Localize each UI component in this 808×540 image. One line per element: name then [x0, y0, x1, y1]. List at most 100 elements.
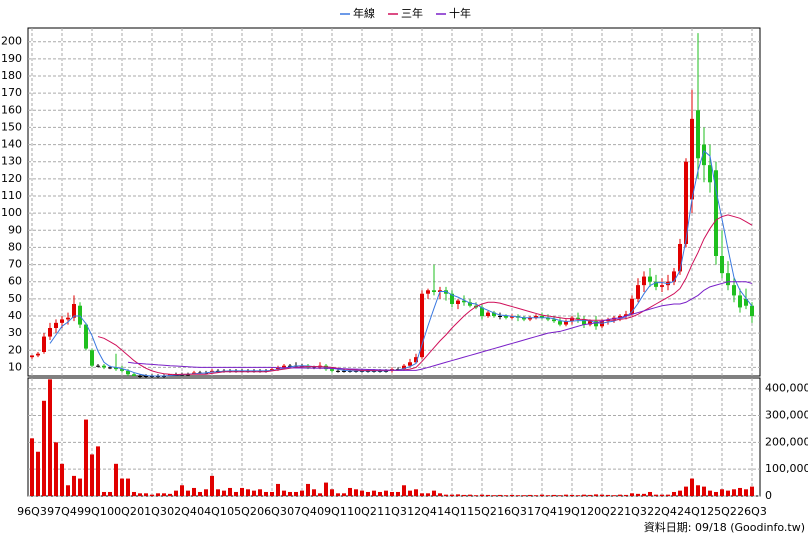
volume-bar: [210, 475, 214, 496]
volume-bar: [546, 495, 550, 496]
volume-bar: [420, 493, 424, 496]
volume-bar: [408, 490, 412, 496]
y-tick-label: 180: [1, 69, 22, 82]
y-tick-label: 50: [8, 292, 22, 305]
candle-body: [654, 281, 658, 287]
candle-body: [594, 321, 598, 327]
volume-bar: [252, 490, 256, 496]
y-tick-label: 200: [1, 35, 22, 48]
candle-body: [690, 118, 694, 200]
volume-tick-label: 200,000: [765, 435, 808, 448]
volume-bar: [456, 494, 460, 496]
y-tick-label: 40: [8, 309, 22, 322]
candle-body: [732, 285, 736, 296]
candle-body: [558, 321, 562, 325]
volume-bar: [396, 491, 400, 496]
volume-bar: [390, 491, 394, 496]
candle-body: [630, 298, 634, 315]
volume-panel: [27, 377, 761, 497]
volume-bar: [474, 495, 478, 496]
candle-body: [36, 353, 40, 356]
volume-tick-label: 0: [765, 489, 772, 502]
volume-bar: [102, 491, 106, 496]
volume-bar: [114, 463, 118, 496]
candle-body: [30, 355, 34, 358]
volume-bar: [240, 487, 244, 496]
volume-bar: [708, 490, 712, 496]
candle-body: [60, 319, 64, 323]
candle-body: [552, 319, 556, 322]
x-tick-label: 07Q4: [287, 505, 317, 518]
volume-tick-label: 100,000: [765, 462, 808, 475]
candle-body: [468, 302, 472, 306]
x-tick-label: 05Q2: [227, 505, 257, 518]
x-tick-label: 17Q4: [527, 505, 557, 518]
volume-bar: [258, 489, 262, 496]
volume-bar: [186, 490, 190, 496]
volume-bar: [168, 493, 172, 496]
volume-bar: [150, 494, 154, 496]
volume-bar: [570, 494, 574, 496]
candle-body: [108, 367, 112, 369]
legend-label: 年線: [353, 6, 375, 20]
volume-bar: [666, 494, 670, 496]
y-tick-label: 60: [8, 275, 22, 288]
candle-body: [402, 365, 406, 370]
x-tick-label: 10Q2: [347, 505, 377, 518]
candle-body: [54, 322, 58, 328]
y-tick-label: 150: [1, 120, 22, 133]
candle-body: [456, 300, 460, 304]
volume-bar: [204, 489, 208, 496]
volume-bar: [414, 489, 418, 496]
volume-bar: [534, 495, 538, 496]
volume-bar: [246, 489, 250, 496]
volume-bar: [72, 475, 76, 496]
volume-bar: [342, 493, 346, 496]
volume-bar: [594, 494, 598, 496]
x-tick-label: 25Q2: [707, 505, 737, 518]
volume-bar: [84, 419, 88, 496]
y-tick-label: 20: [8, 343, 22, 356]
volume-bar: [180, 485, 184, 496]
candle-body: [126, 370, 130, 375]
volume-bar: [618, 494, 622, 496]
volume-bar: [468, 494, 472, 496]
volume-bar: [300, 490, 304, 496]
candle-body: [330, 369, 334, 371]
candle-body: [744, 298, 748, 306]
candle-body: [408, 362, 412, 366]
candle-body: [546, 317, 550, 320]
volume-bar: [450, 494, 454, 496]
volume-bar: [696, 485, 700, 496]
volume-bar: [216, 489, 220, 496]
ma-line: [127, 281, 753, 371]
x-tick-label: 20Q2: [587, 505, 617, 518]
candle-body: [576, 317, 580, 320]
volume-bar: [600, 494, 604, 496]
x-tick-label: 97Q4: [47, 505, 77, 518]
volume-bar: [360, 490, 364, 496]
y-tick-label: 110: [1, 189, 22, 202]
candle-body: [600, 321, 604, 327]
candle-body: [480, 307, 484, 316]
volume-bar: [318, 493, 322, 496]
candle-body: [714, 170, 718, 256]
candle-body: [738, 295, 742, 308]
volume-bar: [444, 494, 448, 496]
volume-bar: [348, 487, 352, 496]
volume-bar: [720, 489, 724, 496]
candle-body: [684, 161, 688, 244]
volume-bar: [504, 495, 508, 496]
volume-bar: [660, 494, 664, 496]
x-tick-label: 14Q1: [437, 505, 467, 518]
candle-body: [708, 165, 712, 183]
volume-bar: [648, 491, 652, 496]
y-tick-label: 160: [1, 103, 22, 116]
y-tick-label: 130: [1, 155, 22, 168]
volume-bar: [588, 494, 592, 496]
volume-tick-label: 400,000: [765, 382, 808, 395]
x-tick-label: 26Q3: [737, 505, 767, 518]
volume-bar: [702, 486, 706, 496]
